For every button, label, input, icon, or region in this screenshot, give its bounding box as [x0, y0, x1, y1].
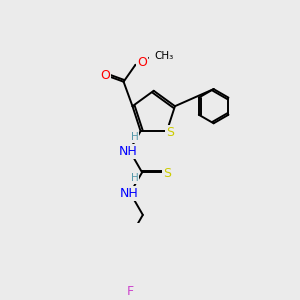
- Text: NH: NH: [118, 145, 137, 158]
- Text: O: O: [137, 56, 147, 69]
- Text: H: H: [131, 132, 139, 142]
- Text: O: O: [100, 69, 110, 82]
- Text: F: F: [127, 285, 134, 298]
- Text: S: S: [166, 126, 174, 139]
- Text: CH₃: CH₃: [154, 51, 173, 61]
- Text: H: H: [131, 173, 139, 183]
- Text: S: S: [163, 167, 171, 180]
- Text: NH: NH: [119, 187, 138, 200]
